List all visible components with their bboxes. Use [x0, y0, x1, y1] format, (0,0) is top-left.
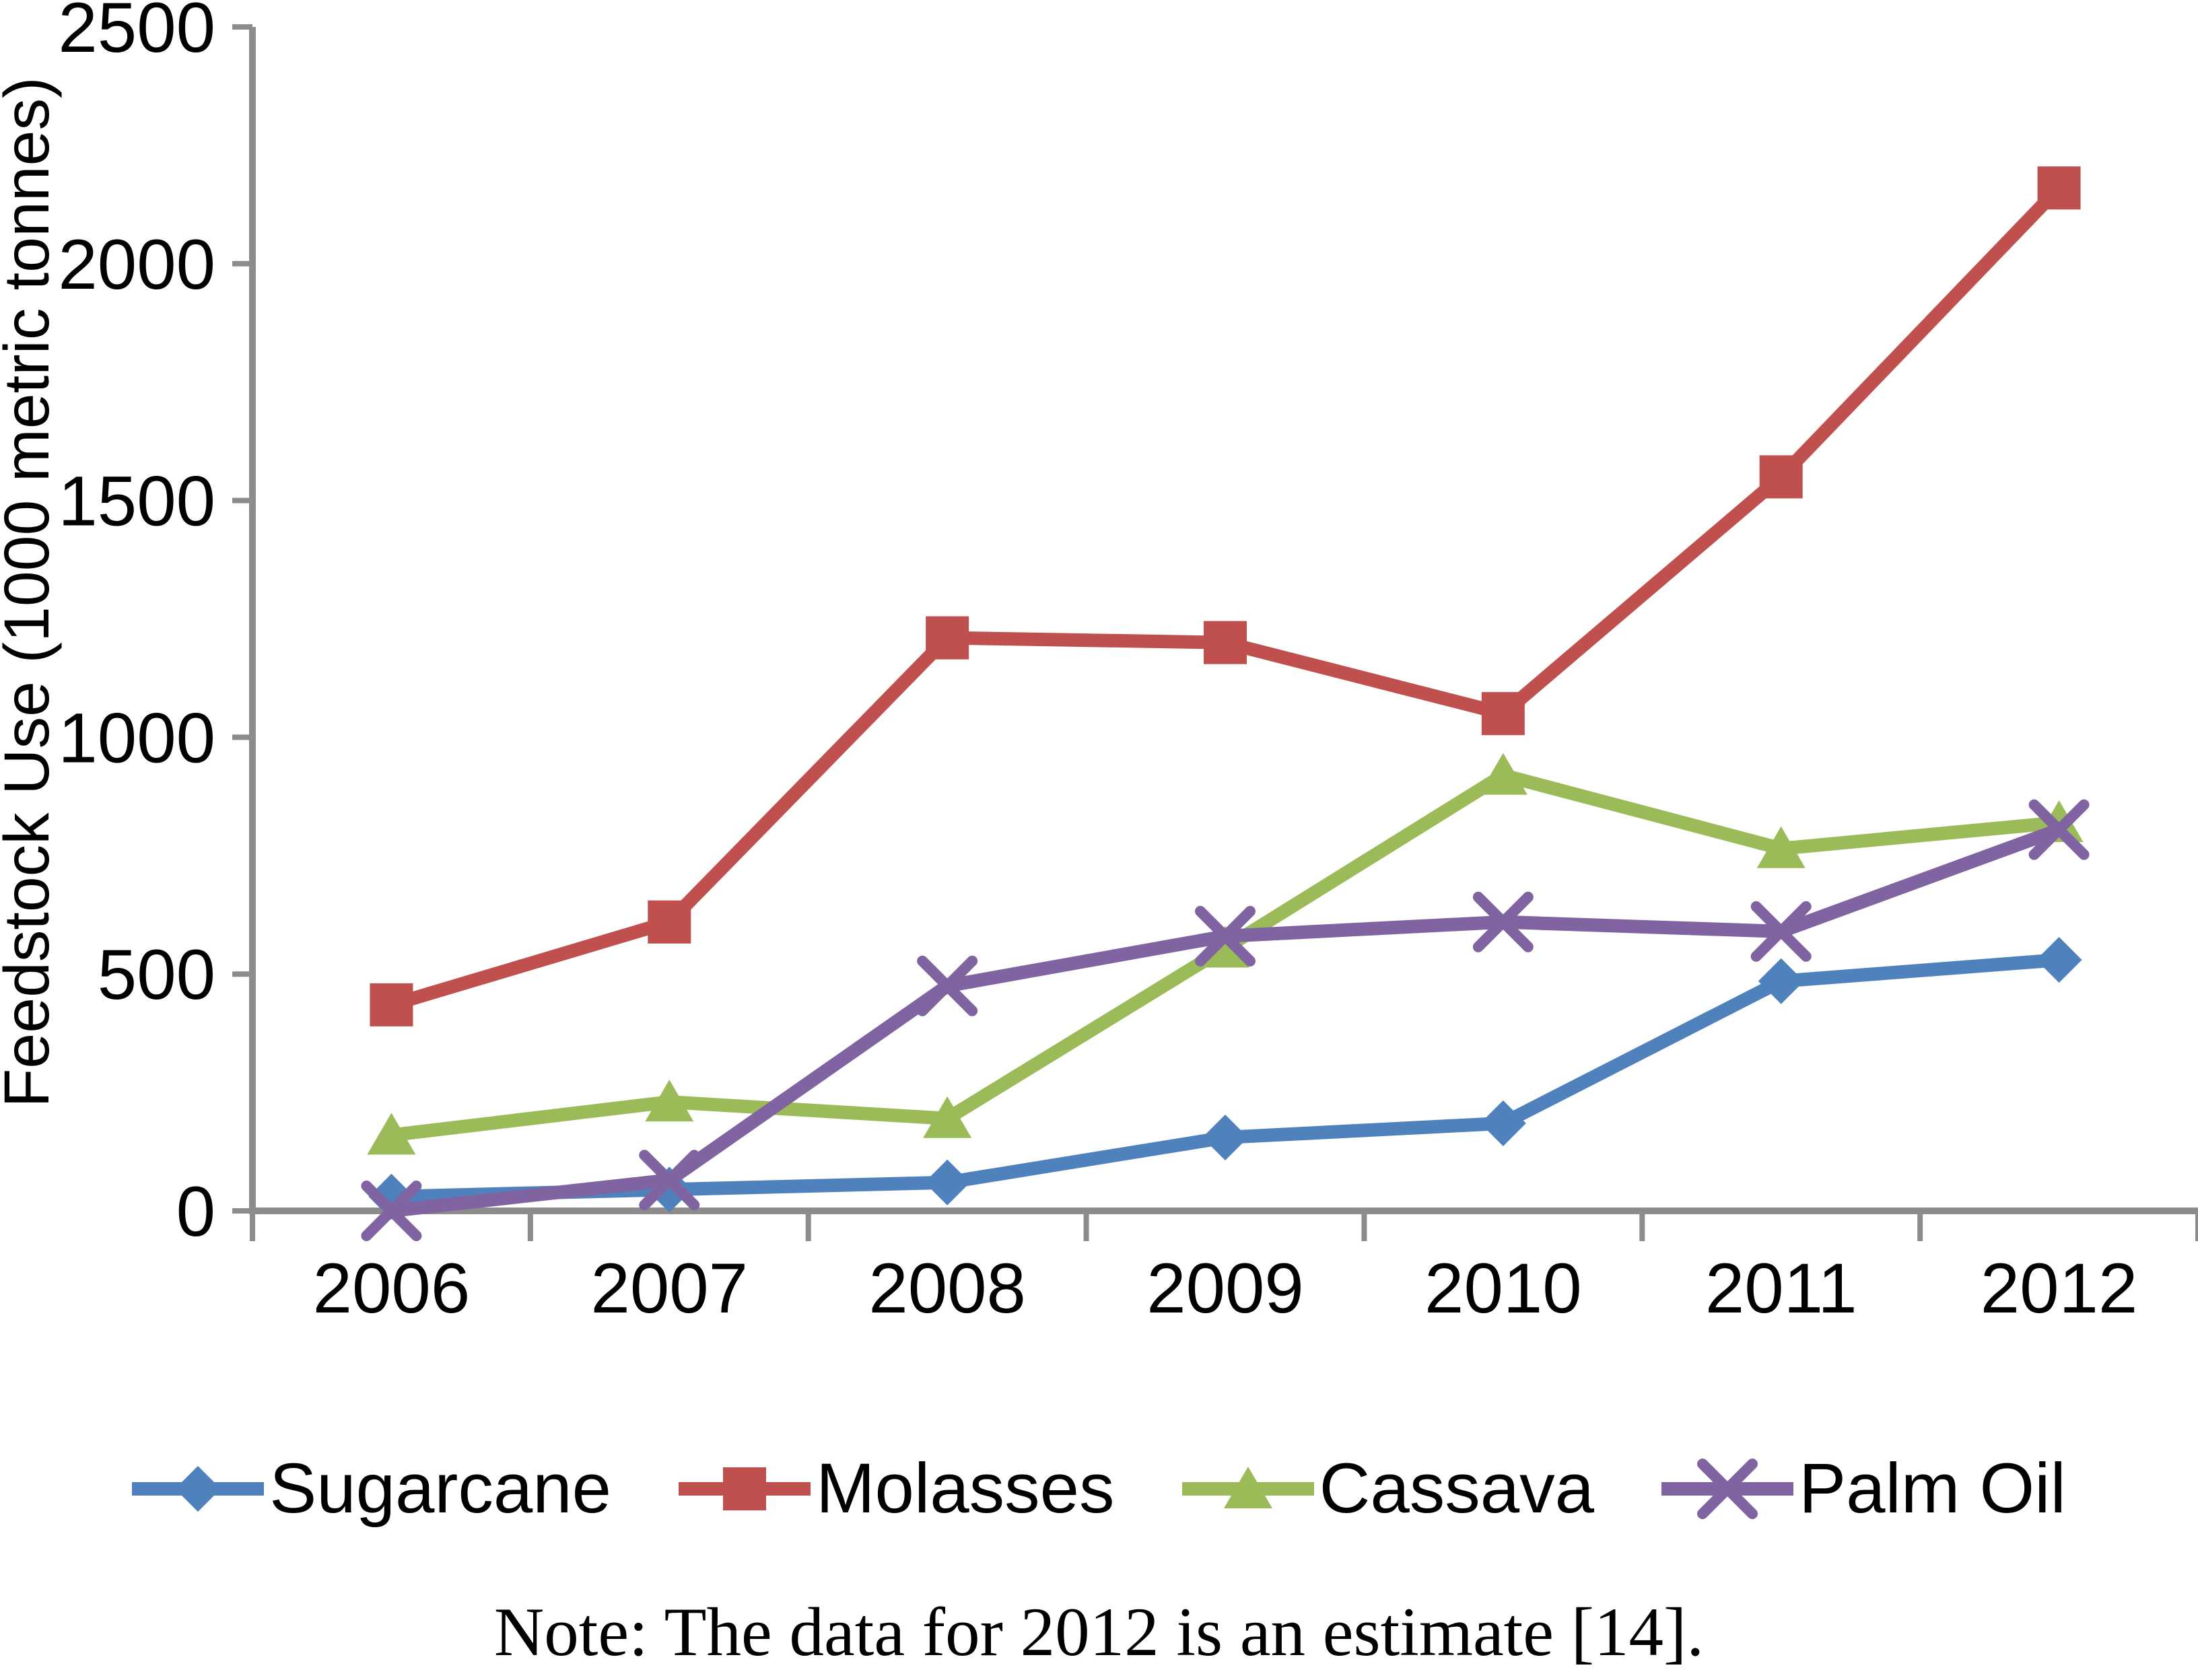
legend-label: Cassava [1319, 1449, 1595, 1528]
data-point-marker [645, 1080, 694, 1122]
data-point-marker [2028, 799, 2090, 860]
diamond-legend-key-icon [132, 1466, 265, 1512]
series-palm-oil [361, 799, 2090, 1241]
data-point-marker [924, 1159, 971, 1205]
data-point-marker [1758, 958, 1804, 1004]
legend-key-marker [1223, 1467, 1272, 1508]
legend-key-marker [175, 1466, 221, 1512]
data-point-marker [926, 616, 969, 660]
chart-legend: Sugarcane Molasses Cassava Palm Oil [0, 1448, 2198, 1529]
data-point-marker [917, 955, 978, 1016]
data-series [361, 166, 2090, 1241]
data-point-marker [2036, 937, 2082, 983]
series-cassava [367, 753, 2084, 1155]
y-tick-label: 2000 [58, 225, 215, 304]
x-tick-label: 2007 [590, 1249, 748, 1328]
data-point-marker [370, 983, 413, 1026]
y-tick-label: 500 [98, 936, 215, 1014]
series-line [389, 183, 2064, 1012]
series-sugarcane [368, 937, 2082, 1220]
x-tick-label: 2006 [313, 1249, 471, 1328]
legend-label: Sugarcane [269, 1449, 612, 1528]
legend-key-marker [723, 1467, 767, 1510]
x-tick-label: 2010 [1424, 1249, 1582, 1328]
axes [232, 24, 2198, 1241]
y-tick-label: 0 [176, 1172, 215, 1251]
data-point-marker [2037, 166, 2081, 210]
data-point-marker [1201, 925, 1249, 968]
data-point-marker [923, 1096, 972, 1138]
data-point-marker [367, 1113, 416, 1155]
triangle-legend-key-icon [1181, 1467, 1314, 1508]
square-legend-key-icon [679, 1467, 811, 1510]
data-point-marker [1472, 891, 1534, 952]
data-point-marker [1202, 1114, 1248, 1160]
y-axis-title: Feedstock Use (1000 metric tonnes) [0, 77, 63, 1107]
x-tick-label: 2012 [1981, 1249, 2138, 1328]
y-tick-label: 1500 [58, 462, 215, 541]
x-tick-label: 2008 [868, 1249, 1026, 1328]
legend-item-palm-oil: Palm Oil [1661, 1448, 2066, 1529]
legend-item-molasses: Molasses [679, 1448, 1115, 1529]
data-point-marker [1480, 1100, 1526, 1146]
data-point-marker [1750, 901, 1812, 962]
series-molasses [370, 166, 2081, 1026]
data-point-marker [1478, 753, 1527, 795]
chart-note: Note: The data for 2012 is an estimate [… [493, 1594, 1705, 1671]
axis-tick-labels: 0 500 1000 1500 2000 2500 2006 2007 2008 2009 2010… [58, 0, 2137, 1328]
legend-label: Palm Oil [1799, 1449, 2066, 1528]
series-line [391, 953, 2060, 1203]
y-tick-label: 1000 [58, 699, 215, 777]
legend-item-sugarcane: Sugarcane [132, 1448, 611, 1529]
legend-item-cassava: Cassava [1181, 1448, 1595, 1529]
data-point-marker [1195, 905, 1256, 967]
data-point-marker [639, 1150, 700, 1211]
data-point-marker [1756, 826, 1806, 868]
legend-key-marker [1697, 1459, 1758, 1519]
data-point-marker [1481, 692, 1525, 736]
data-point-marker [1759, 455, 1803, 499]
x-legend-key-icon [1661, 1459, 1794, 1519]
x-tick-label: 2009 [1146, 1249, 1304, 1328]
data-point-marker [361, 1181, 422, 1241]
x-tick-label: 2011 [1705, 1249, 1857, 1328]
data-point-marker [1204, 621, 1247, 664]
data-point-marker [648, 900, 691, 944]
legend-label: Molasses [816, 1449, 1115, 1528]
y-tick-label: 2500 [58, 0, 215, 67]
